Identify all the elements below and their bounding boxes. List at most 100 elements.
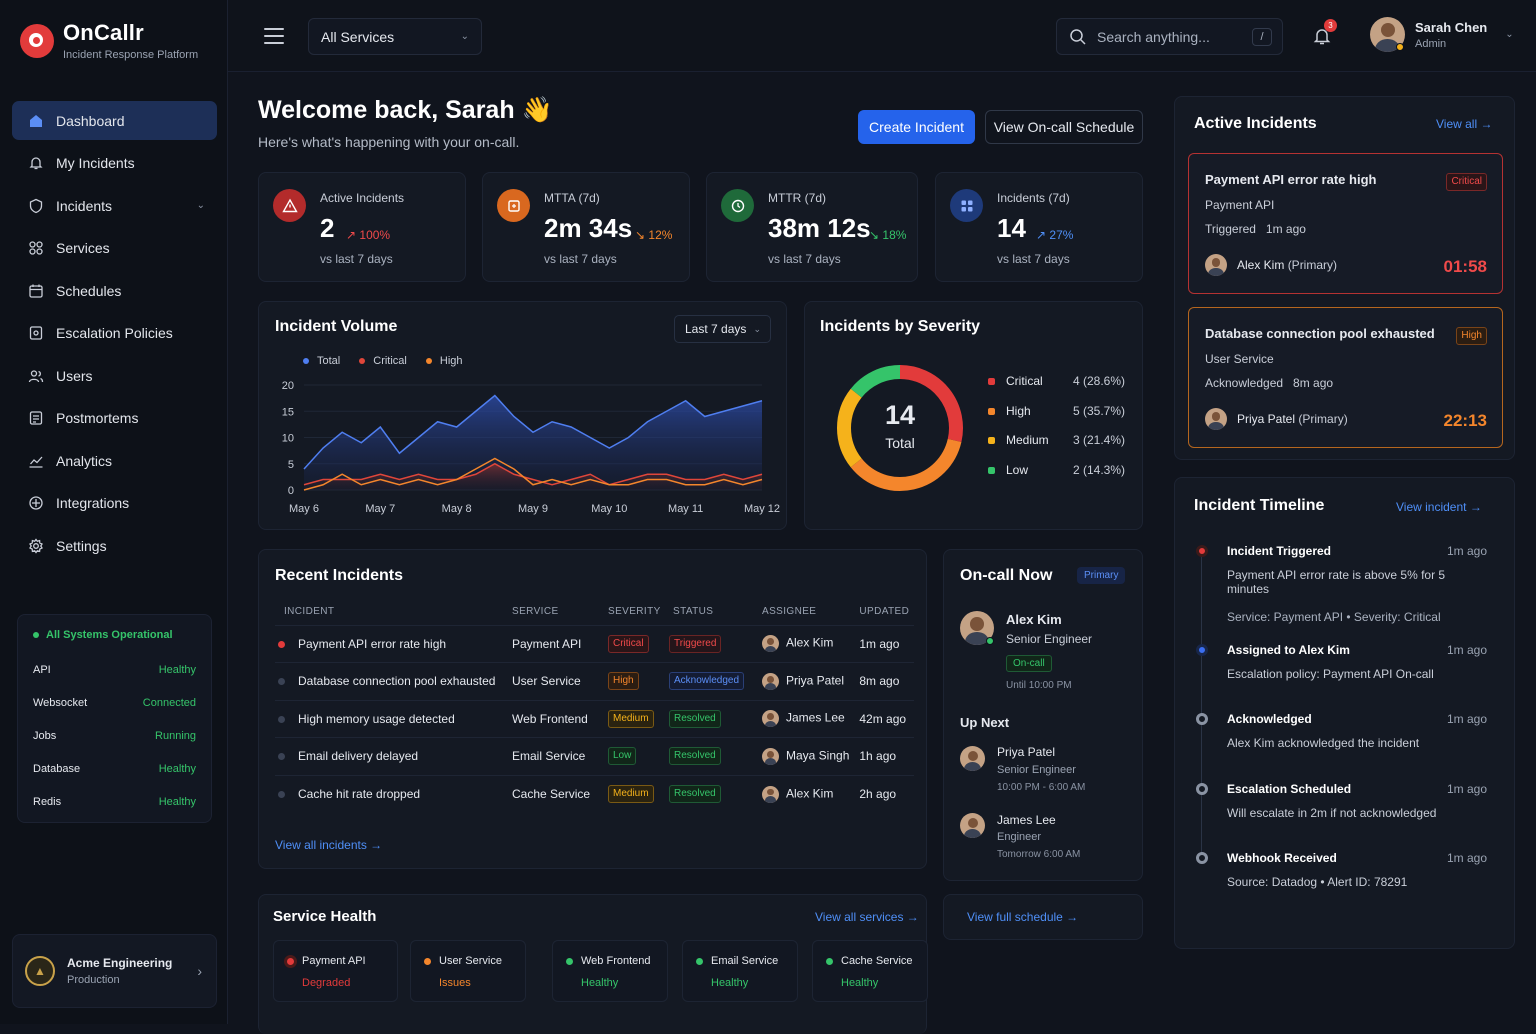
assignee-role: (Primary)	[1298, 412, 1348, 426]
view-incident-link[interactable]: View incident →	[1396, 500, 1482, 514]
view-all-active-link[interactable]: View all →	[1436, 117, 1493, 131]
next-role: Senior Engineer	[997, 764, 1076, 776]
view-all-incidents-link[interactable]: View all incidents →	[275, 838, 383, 852]
table-row[interactable]: Payment API error rate high Payment API Cr…	[275, 624, 915, 663]
view-full-schedule-link[interactable]: View full schedule →	[967, 910, 1079, 924]
timeline-item[interactable]: Webhook Received 1m ago Source: Datadog • …	[1227, 851, 1487, 889]
incident-cell: Cache hit rate dropped	[275, 774, 502, 813]
recent-incidents-title: Recent Incidents	[275, 567, 404, 584]
table-row[interactable]: High memory usage detected Web Frontend Me…	[275, 699, 915, 738]
user-name: Sarah Chen	[1415, 19, 1488, 35]
assignee-cell: Maya Singh	[750, 737, 850, 775]
page-subtitle: Here's what's happening with your on-cal…	[258, 134, 520, 150]
service-health-item[interactable]: Web Frontend Healthy	[552, 940, 668, 1002]
series-area-total	[304, 395, 762, 490]
timeline-item[interactable]: Escalation Scheduled 1m ago Will escalate …	[1227, 782, 1487, 820]
sidebar-item-my-incidents[interactable]: My Incidents	[12, 144, 217, 183]
legend-swatch	[359, 358, 366, 364]
timeline-item[interactable]: Acknowledged 1m ago Alex Kim acknowledged …	[1227, 712, 1487, 750]
service-health-item[interactable]: Payment API Degraded	[273, 940, 398, 1002]
table-row[interactable]: Cache hit rate dropped Cache Service Mediu…	[275, 774, 915, 813]
donut-slice-high[interactable]	[850, 438, 962, 491]
active-incident-card[interactable]: Payment API error rate high Critical Pay…	[1188, 153, 1503, 294]
status-row-label: API	[33, 663, 51, 676]
sidebar-item-escalation-policies[interactable]: Escalation Policies	[12, 314, 217, 353]
calendar-icon	[28, 283, 44, 299]
home-icon	[28, 113, 44, 129]
service-name-text: Payment API	[302, 955, 366, 967]
search-input[interactable]: Search anything... /	[1056, 18, 1283, 55]
incident-name: Payment API error rate high	[298, 636, 447, 651]
table-row[interactable]: Email delivery delayed Email Service Low Re…	[275, 737, 915, 775]
notifications-button[interactable]: 3	[1312, 19, 1337, 51]
severity-row-medium: Medium 3 (21.4%)	[988, 433, 1125, 447]
incident-name: Cache hit rate dropped	[298, 787, 421, 801]
sidebar-item-label: My Incidents	[56, 155, 135, 171]
user-menu[interactable]: Sarah Chen Admin ⌄	[1370, 17, 1514, 52]
active-incident-card[interactable]: Database connection pool exhausted High …	[1188, 307, 1503, 448]
sidebar-item-users[interactable]: Users	[12, 356, 217, 395]
sidebar-item-analytics[interactable]: Analytics	[12, 441, 217, 480]
stat-card-mttr: MTTR (7d) 38m 12s ↘ 18% vs last 7 days	[706, 172, 918, 282]
service-name: Web Frontend	[566, 955, 667, 967]
stat-card-incidents-7d: Incidents (7d) 14 ↗ 27% vs last 7 days	[935, 172, 1143, 282]
sidebar-item-incidents[interactable]: Incidents ⌄	[12, 186, 217, 225]
stat-trend: ↘ 18%	[869, 228, 907, 242]
up-next-title: Up Next	[960, 715, 1010, 730]
timeline-event-time: 1m ago	[1446, 851, 1487, 865]
menu-icon[interactable]	[264, 28, 284, 49]
view-all-services-link[interactable]: View all services →	[815, 910, 919, 924]
table-row[interactable]: Database connection pool exhausted User S…	[275, 662, 915, 700]
view-oncall-schedule-button[interactable]: View On-call Schedule	[985, 110, 1143, 144]
donut-total: 14	[884, 400, 916, 430]
next-time: Tomorrow 6:00 AM	[997, 849, 1081, 860]
schedule-link-card	[943, 894, 1143, 940]
recent-incidents-table: INCIDENT SERVICE SEVERITY STATUS ASSIGNE…	[275, 598, 915, 813]
assignee-name: Priya Patel	[1237, 412, 1296, 426]
brand[interactable]: OnCallr Incident Response Platform	[20, 20, 198, 61]
service-filter-select[interactable]: All Services ⌄	[308, 18, 482, 55]
timeline-title: Incident Timeline	[1194, 497, 1325, 514]
sidebar-item-schedules[interactable]: Schedules	[12, 271, 217, 310]
sidebar-item-postmortems[interactable]: Postmortems	[12, 399, 217, 438]
service-status: Degraded	[302, 977, 351, 989]
donut-slice-critical[interactable]	[899, 365, 963, 443]
incident-volume-title: Incident Volume	[275, 318, 398, 335]
x-tick-label: May 9	[518, 503, 548, 515]
range-select[interactable]: Last 7 days ⌄	[674, 315, 771, 343]
timeline-event-meta: Service: Payment API • Severity: Critica…	[1227, 610, 1441, 624]
service-health-item[interactable]: User Service Issues	[410, 940, 526, 1002]
service-health-item[interactable]: Email Service Healthy	[682, 940, 798, 1002]
timeline-item[interactable]: Incident Triggered 1m ago Payment API erro…	[1227, 544, 1487, 624]
sidebar-item-settings[interactable]: Settings	[12, 526, 217, 565]
column-header: INCIDENT	[284, 605, 335, 617]
stat-label: MTTR (7d)	[768, 191, 826, 205]
service-health-item[interactable]: Cache Service Healthy	[812, 940, 928, 1002]
donut-slice-low[interactable]	[850, 365, 901, 398]
sidebar-item-services[interactable]: Services	[12, 229, 217, 268]
create-incident-button[interactable]: Create Incident	[858, 110, 975, 144]
timer-icon	[497, 189, 530, 222]
stat-value: 38m 12s	[768, 213, 871, 243]
incident-volume-chart: 0 5 10 15 20 May 6 May 7 May 8 May 9 May 10 May 11…	[282, 380, 780, 515]
app-subtitle: Incident Response Platform	[63, 49, 199, 61]
severity-badge: Low	[608, 747, 637, 766]
timeline-line	[1201, 556, 1202, 856]
timeline-event-title: Acknowledged	[1227, 712, 1312, 726]
severity-swatch	[988, 407, 995, 415]
sidebar-item-label: Users	[56, 367, 93, 384]
severity-count: 3 (21.4%)	[1072, 433, 1125, 447]
org-switcher[interactable]: ▲ Acme Engineering Production ›	[12, 934, 217, 1008]
timeline-item[interactable]: Assigned to Alex Kim 1m ago Escalation pol…	[1227, 643, 1487, 681]
users-icon	[28, 368, 44, 384]
sidebar-item-dashboard[interactable]: Dashboard	[12, 101, 217, 140]
timeline-dot	[1196, 713, 1208, 725]
donut-slice-medium[interactable]	[837, 388, 862, 468]
updated-cell: 2h ago	[849, 774, 915, 813]
service-name: User Service	[424, 955, 525, 967]
system-status-title: All Systems Operational	[33, 629, 196, 641]
alert-icon	[273, 189, 306, 222]
sidebar-item-integrations[interactable]: Integrations	[12, 484, 217, 523]
chevron-down-icon: ⌄	[1505, 29, 1514, 40]
system-status-panel: All Systems Operational API Healthy Webso…	[17, 614, 212, 823]
